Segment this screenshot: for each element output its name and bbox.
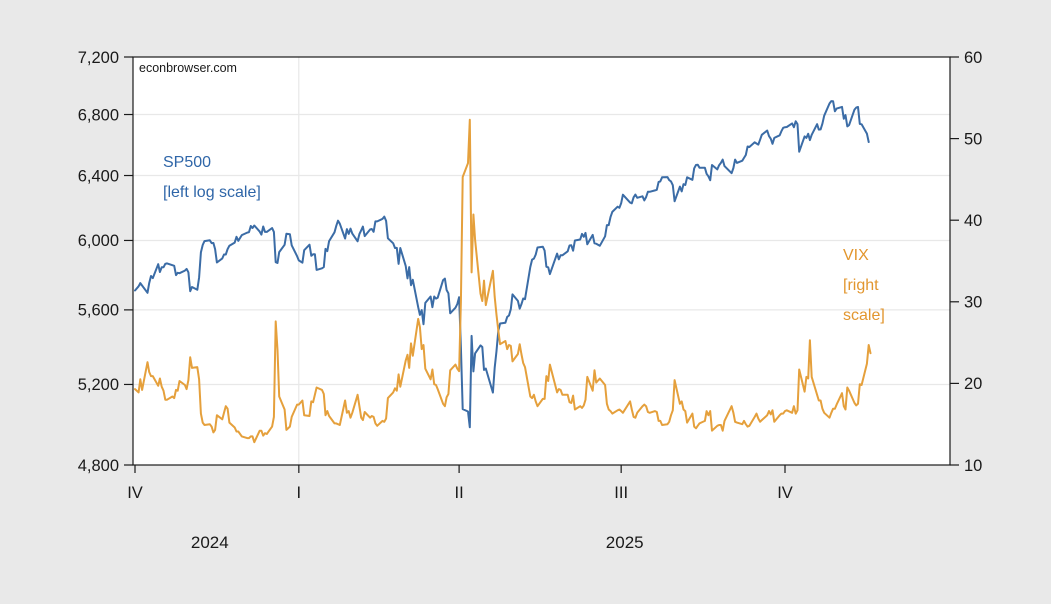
svg-text:60: 60 [964,49,982,67]
svg-text:40: 40 [964,212,982,230]
svg-text:4,800: 4,800 [78,457,119,475]
svg-text:II: II [455,484,464,502]
svg-text:10: 10 [964,457,982,475]
svg-text:50: 50 [964,130,982,148]
vix-series-label: VIX [right scale] [843,241,885,331]
svg-text:5,600: 5,600 [78,302,119,320]
svg-text:30: 30 [964,294,982,312]
svg-text:6,000: 6,000 [78,232,119,250]
svg-text:I: I [297,484,302,502]
vix-series-label-line3: scale] [843,307,885,324]
sp500-series-label-line1: SP500 [163,154,212,171]
svg-text:IV: IV [777,484,793,502]
svg-text:7,200: 7,200 [78,49,119,67]
svg-text:2024: 2024 [191,533,229,552]
svg-text:IV: IV [127,484,143,502]
svg-text:5,200: 5,200 [78,376,119,394]
svg-text:20: 20 [964,375,982,393]
svg-text:6,800: 6,800 [78,106,119,124]
svg-text:III: III [614,484,628,502]
vix-series-label-line1: VIX [843,247,869,264]
vix-series-label-line2: [right [843,277,879,294]
watermark: econbrowser.com [139,61,237,75]
sp500-series-label-line2: [left log scale] [163,184,261,201]
sp500-series-label: SP500 [left log scale] [163,148,261,208]
svg-text:6,400: 6,400 [78,167,119,185]
svg-text:2025: 2025 [606,533,644,552]
